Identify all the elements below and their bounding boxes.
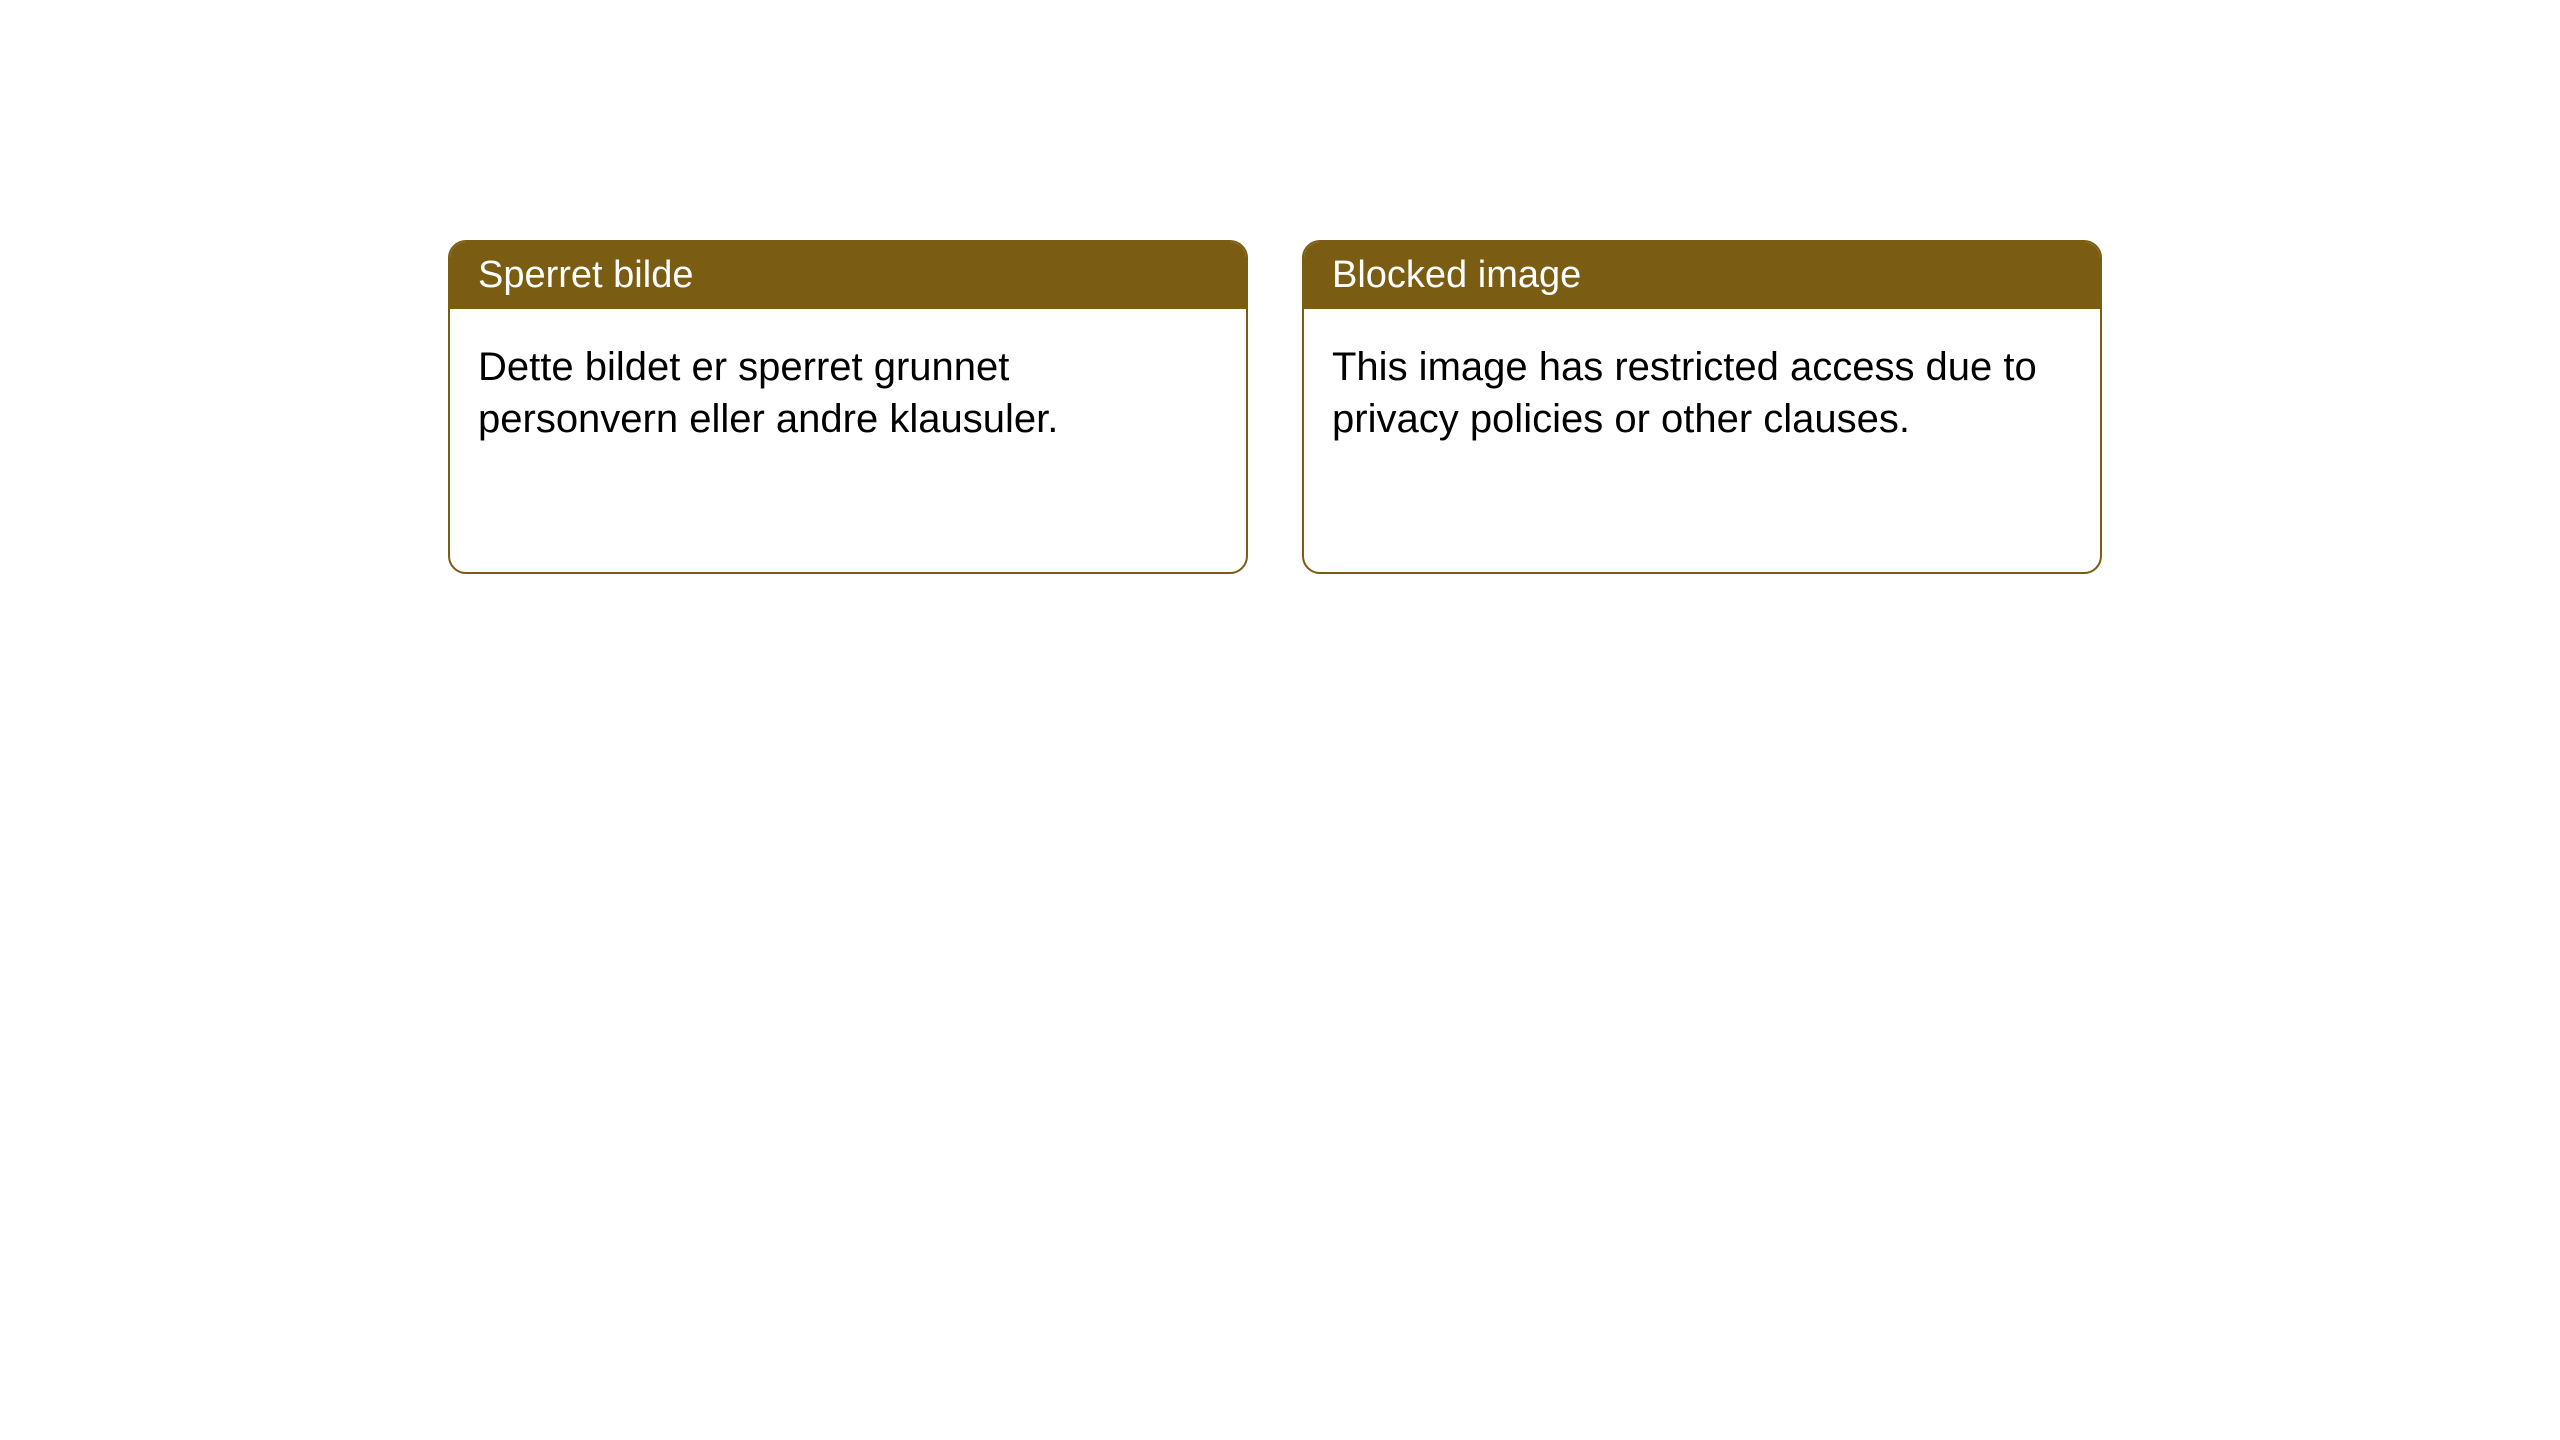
notice-body: This image has restricted access due to … [1304, 309, 2100, 477]
notice-title: Sperret bilde [450, 242, 1246, 309]
notice-card-norwegian: Sperret bilde Dette bildet er sperret gr… [448, 240, 1248, 574]
notice-body: Dette bildet er sperret grunnet personve… [450, 309, 1246, 477]
notice-container: Sperret bilde Dette bildet er sperret gr… [0, 0, 2560, 574]
notice-card-english: Blocked image This image has restricted … [1302, 240, 2102, 574]
notice-title: Blocked image [1304, 242, 2100, 309]
